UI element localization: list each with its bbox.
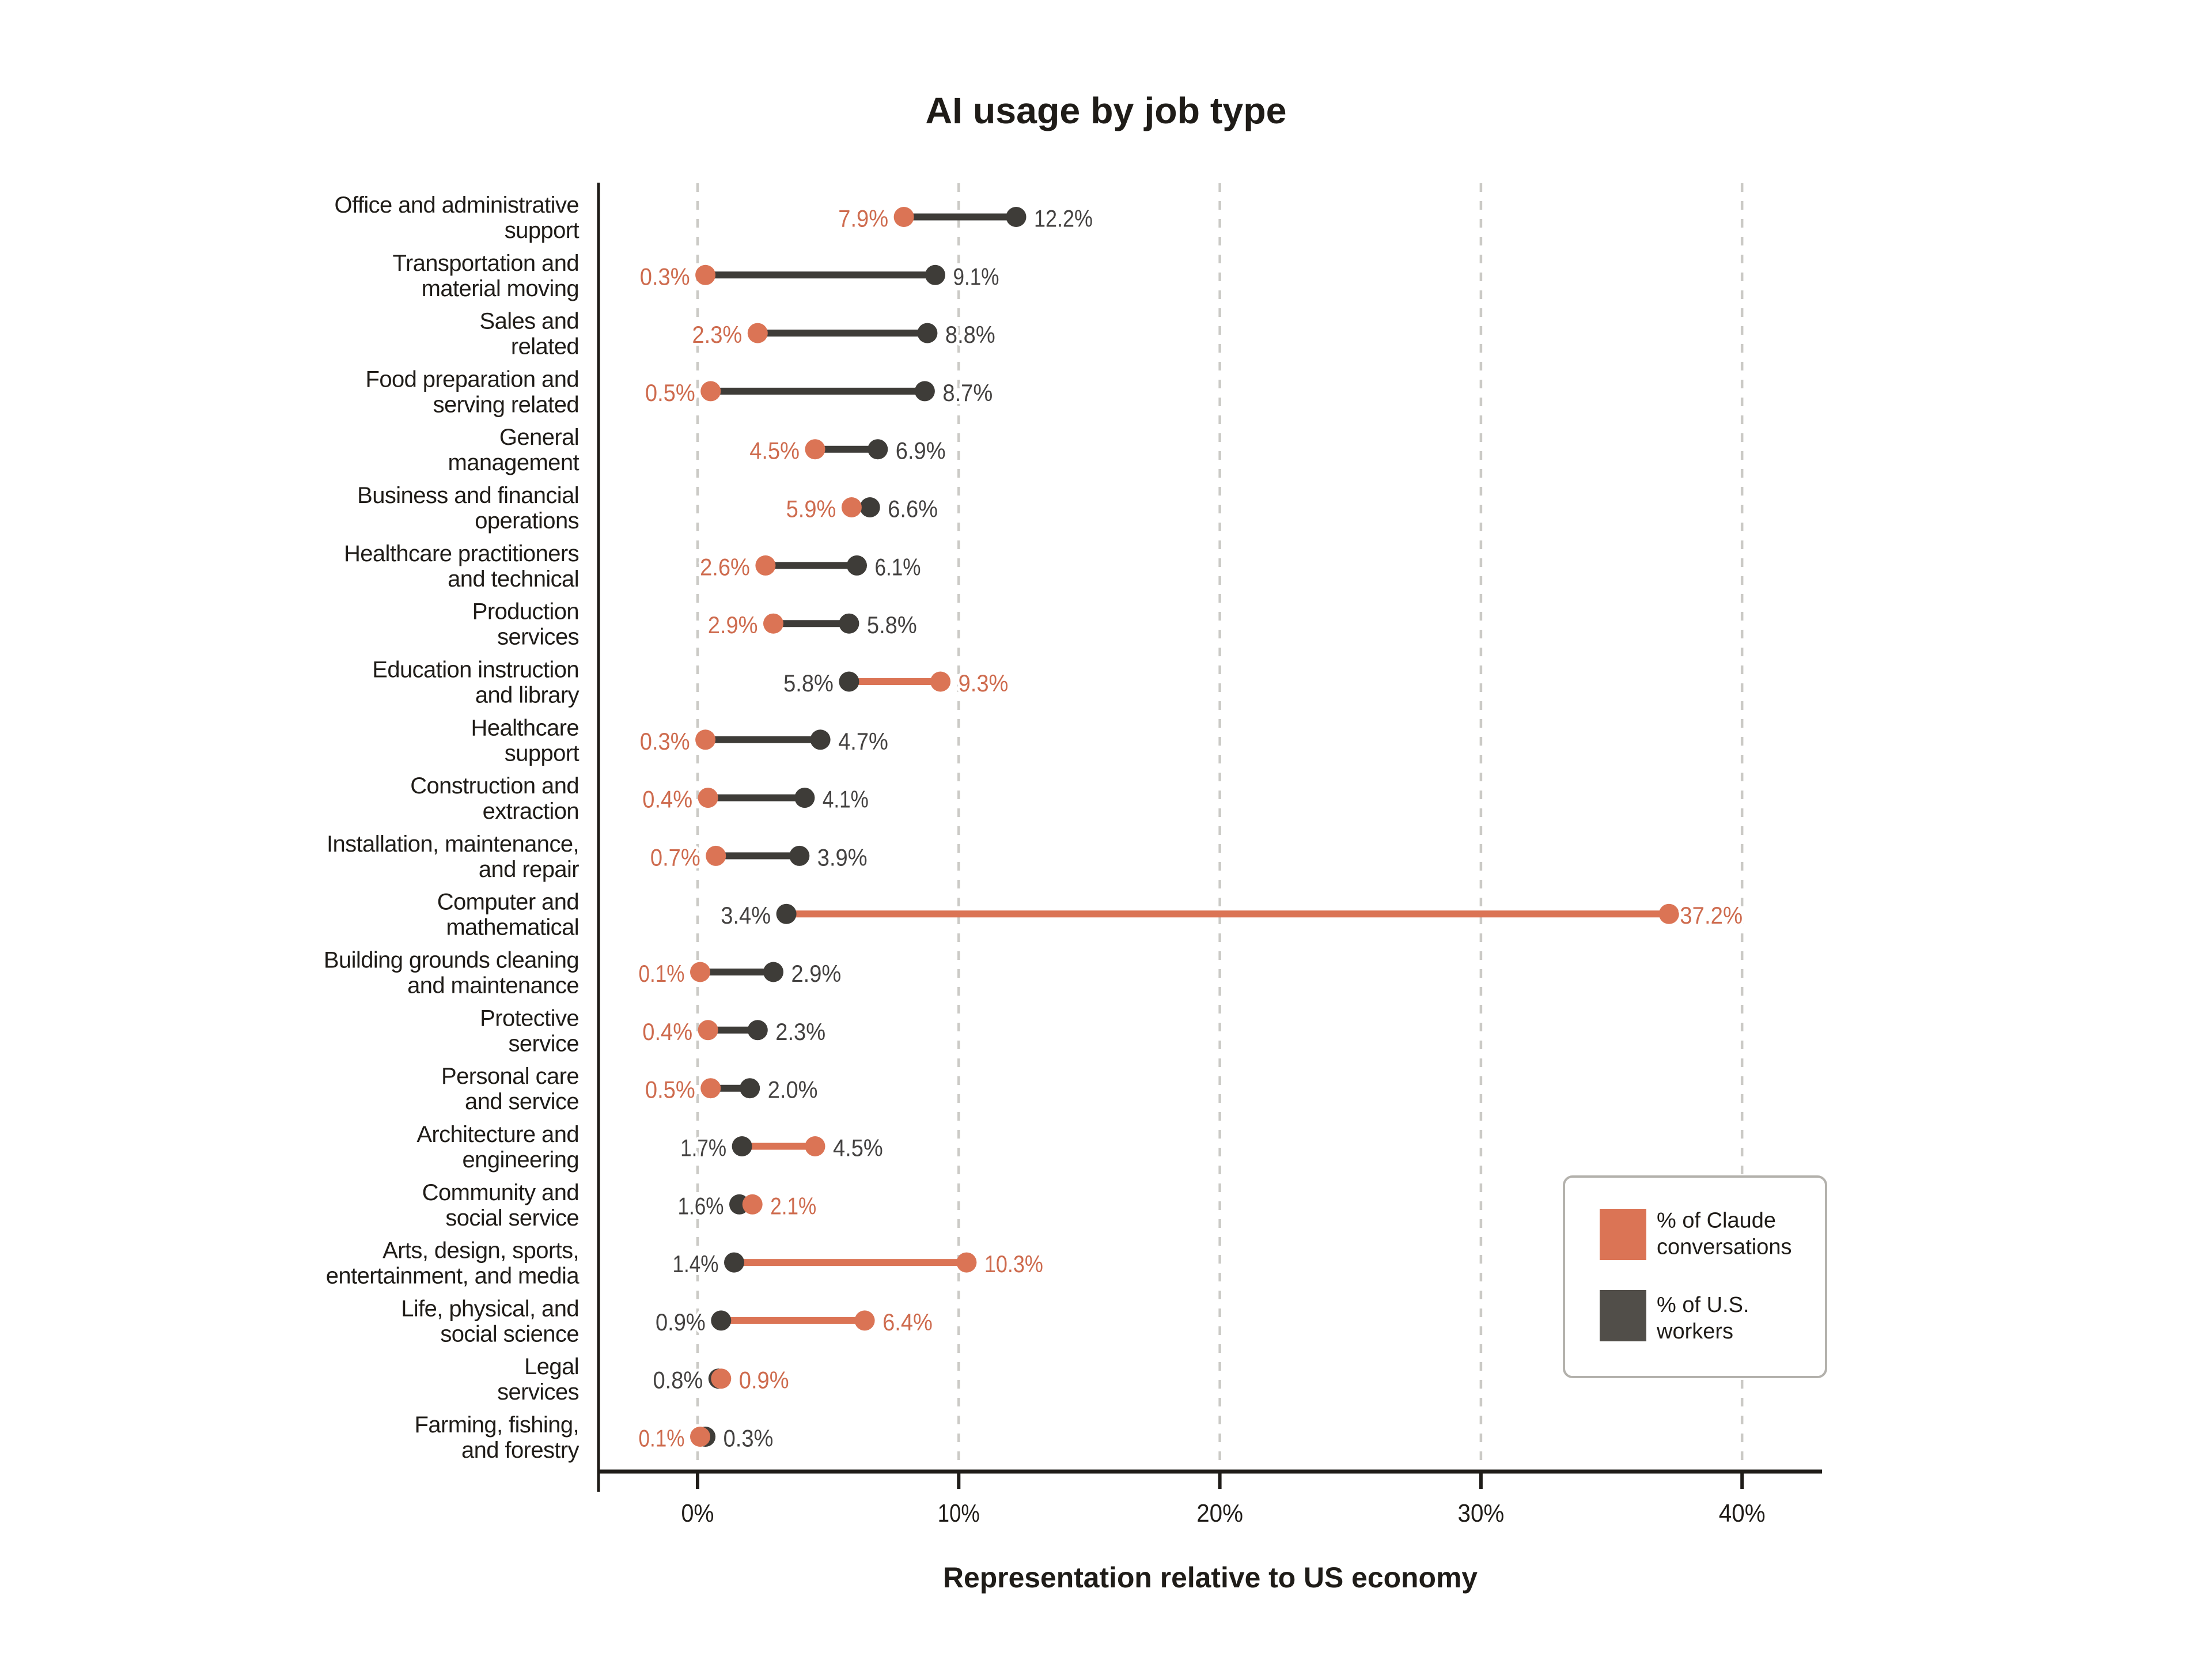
svg-text:2.6%: 2.6%	[700, 553, 750, 580]
svg-text:serving related: serving related	[433, 392, 579, 417]
svg-text:Sales and: Sales and	[479, 309, 579, 334]
svg-text:12.2%: 12.2%	[1034, 205, 1093, 232]
svg-text:Arts, design, sports,: Arts, design, sports,	[382, 1238, 579, 1264]
svg-text:0.1%: 0.1%	[639, 1425, 685, 1452]
svg-text:0.3%: 0.3%	[724, 1425, 774, 1452]
svg-text:0.8%: 0.8%	[653, 1367, 703, 1394]
svg-text:Farming, fishing,: Farming, fishing,	[415, 1412, 579, 1438]
svg-text:Installation, maintenance,: Installation, maintenance,	[327, 831, 579, 857]
svg-text:0.3%: 0.3%	[640, 263, 690, 290]
svg-text:0.9%: 0.9%	[656, 1308, 706, 1336]
svg-text:operations: operations	[475, 508, 579, 534]
svg-text:5.9%: 5.9%	[786, 496, 836, 523]
svg-text:AI usage by job type: AI usage by job type	[926, 90, 1287, 131]
svg-text:Legal: Legal	[524, 1354, 579, 1379]
svg-text:Protective: Protective	[480, 1005, 579, 1031]
svg-text:management: management	[448, 450, 579, 475]
svg-text:entertainment, and media: entertainment, and media	[326, 1264, 580, 1289]
svg-text:5.8%: 5.8%	[867, 611, 917, 638]
svg-text:Life, physical, and: Life, physical, and	[401, 1296, 579, 1321]
svg-text:Production: Production	[472, 599, 579, 625]
svg-text:5.8%: 5.8%	[783, 670, 834, 697]
svg-text:8.8%: 8.8%	[945, 321, 995, 348]
svg-text:Construction and: Construction and	[410, 773, 579, 799]
svg-text:related: related	[511, 334, 579, 360]
svg-text:conversations: conversations	[1657, 1235, 1791, 1260]
svg-text:% of Claude: % of Claude	[1657, 1209, 1776, 1233]
svg-text:and service: and service	[465, 1089, 579, 1114]
svg-text:1.6%: 1.6%	[678, 1192, 724, 1219]
svg-text:0.5%: 0.5%	[645, 1076, 695, 1103]
svg-text:40%: 40%	[1719, 1499, 1766, 1527]
svg-text:service: service	[509, 1031, 579, 1056]
svg-text:0.4%: 0.4%	[642, 1018, 692, 1045]
svg-text:6.1%: 6.1%	[875, 553, 921, 580]
svg-text:Business and financial: Business and financial	[357, 483, 579, 508]
svg-text:2.9%: 2.9%	[708, 611, 758, 638]
svg-text:engineering: engineering	[463, 1147, 579, 1173]
svg-text:services: services	[497, 625, 579, 650]
svg-text:support: support	[505, 740, 579, 766]
svg-text:1.7%: 1.7%	[680, 1134, 726, 1162]
svg-text:services: services	[497, 1379, 579, 1405]
svg-text:0.4%: 0.4%	[642, 786, 692, 813]
svg-text:extraction: extraction	[483, 799, 579, 824]
svg-text:0.3%: 0.3%	[640, 728, 690, 755]
svg-text:2.1%: 2.1%	[770, 1192, 816, 1219]
svg-text:2.9%: 2.9%	[791, 960, 842, 987]
svg-text:Community and: Community and	[422, 1180, 579, 1205]
svg-text:Computer and: Computer and	[437, 890, 579, 915]
svg-text:Education instruction: Education instruction	[372, 657, 579, 683]
svg-text:Architecture and: Architecture and	[416, 1122, 579, 1147]
svg-text:6.6%: 6.6%	[888, 496, 938, 523]
svg-text:37.2%: 37.2%	[1680, 902, 1743, 929]
svg-text:% of U.S.: % of U.S.	[1657, 1293, 1749, 1317]
svg-text:social science: social science	[440, 1321, 579, 1347]
svg-text:2.0%: 2.0%	[768, 1076, 818, 1103]
svg-text:4.1%: 4.1%	[823, 786, 869, 813]
svg-text:4.7%: 4.7%	[838, 728, 888, 755]
svg-text:9.1%: 9.1%	[953, 263, 999, 290]
svg-text:Personal care: Personal care	[441, 1064, 579, 1089]
svg-text:4.5%: 4.5%	[833, 1134, 883, 1162]
svg-text:Healthcare practitioners: Healthcare practitioners	[344, 541, 579, 566]
svg-text:Building grounds cleaning: Building grounds cleaning	[324, 948, 579, 973]
svg-text:6.9%: 6.9%	[896, 437, 946, 464]
svg-text:social service: social service	[445, 1205, 579, 1231]
svg-text:General: General	[499, 425, 579, 450]
svg-text:6.4%: 6.4%	[882, 1308, 933, 1336]
svg-text:0.7%: 0.7%	[650, 844, 700, 871]
svg-text:Office and administrative: Office and administrative	[335, 192, 579, 218]
svg-text:10%: 10%	[938, 1499, 980, 1527]
svg-text:4.5%: 4.5%	[749, 437, 800, 464]
svg-text:and library: and library	[475, 683, 579, 708]
svg-text:30%: 30%	[1458, 1499, 1505, 1527]
svg-text:3.4%: 3.4%	[721, 902, 771, 929]
svg-text:mathematical: mathematical	[446, 915, 579, 940]
svg-text:8.7%: 8.7%	[942, 379, 993, 406]
svg-text:Transportation and: Transportation and	[393, 251, 579, 276]
svg-text:0.5%: 0.5%	[645, 379, 695, 406]
svg-text:7.9%: 7.9%	[838, 205, 888, 232]
svg-text:Food preparation and: Food preparation and	[365, 366, 579, 392]
svg-text:Healthcare: Healthcare	[471, 715, 579, 740]
svg-text:10.3%: 10.3%	[984, 1250, 1043, 1277]
svg-text:and forestry: and forestry	[461, 1438, 579, 1463]
svg-text:20%: 20%	[1196, 1499, 1243, 1527]
svg-text:and technical: and technical	[448, 566, 579, 592]
svg-text:workers: workers	[1656, 1319, 1733, 1344]
svg-text:2.3%: 2.3%	[775, 1018, 825, 1045]
svg-text:0%: 0%	[681, 1499, 714, 1527]
svg-text:9.3%: 9.3%	[959, 670, 1009, 697]
svg-text:material moving: material moving	[422, 276, 579, 301]
svg-text:and maintenance: and maintenance	[407, 973, 579, 999]
svg-text:and repair: and repair	[479, 857, 579, 882]
svg-text:Representation relative to US: Representation relative to US economy	[943, 1561, 1478, 1594]
svg-text:0.9%: 0.9%	[739, 1367, 789, 1394]
svg-text:0.1%: 0.1%	[639, 960, 685, 987]
svg-text:3.9%: 3.9%	[817, 844, 868, 871]
svg-text:support: support	[505, 218, 579, 243]
svg-text:1.4%: 1.4%	[673, 1250, 719, 1277]
svg-text:2.3%: 2.3%	[692, 321, 743, 348]
